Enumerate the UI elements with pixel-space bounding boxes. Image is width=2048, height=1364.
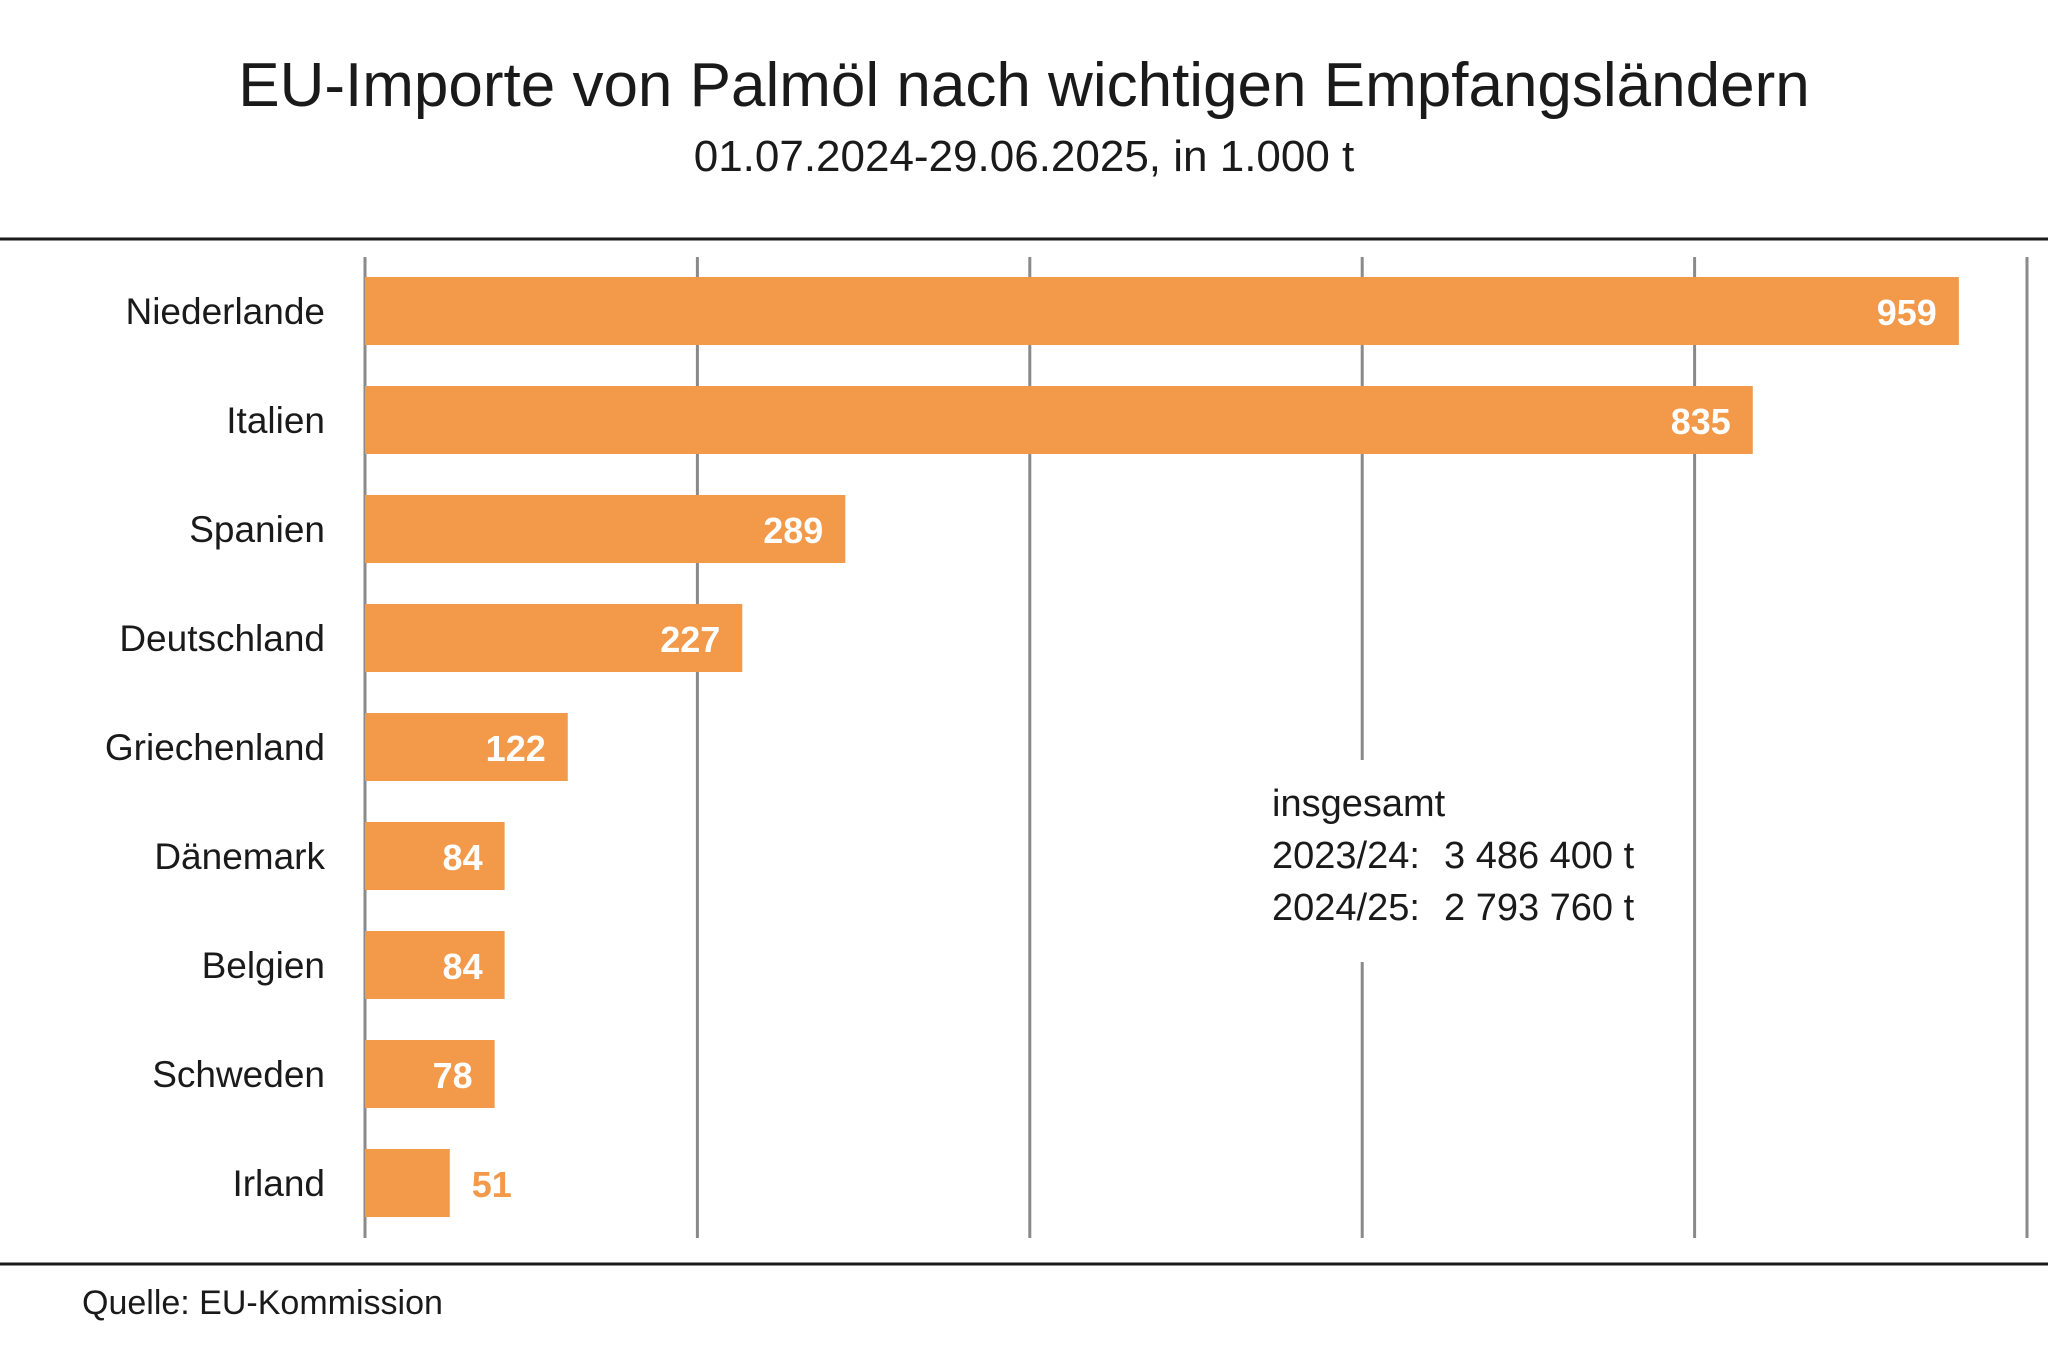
chart-title: EU-Importe von Palmöl nach wichtigen Emp… <box>238 51 1810 120</box>
category-label: Deutschland <box>119 618 325 659</box>
bar <box>365 1149 450 1217</box>
category-label: Griechenland <box>105 727 325 768</box>
category-label: Irland <box>232 1163 325 1204</box>
value-label: 227 <box>660 619 720 660</box>
summary-row-value: 3 486 400 t <box>1444 835 1635 877</box>
bar <box>365 604 743 672</box>
value-label: 84 <box>443 837 483 878</box>
source-note: Quelle: EU-Kommission <box>82 1284 443 1322</box>
bar <box>365 386 1753 454</box>
category-label: Niederlande <box>125 291 325 332</box>
bar <box>365 931 505 999</box>
value-label: 835 <box>1671 401 1731 442</box>
value-label: 289 <box>763 510 823 551</box>
category-label: Schweden <box>152 1054 325 1095</box>
summary-row-label: 2024/25: <box>1272 887 1420 929</box>
summary-row: 2023/24: 3 486 400 t <box>1272 830 1634 882</box>
value-label: 84 <box>443 946 483 987</box>
summary-row-value: 2 793 760 t <box>1444 887 1635 929</box>
bar <box>365 277 1959 345</box>
bar <box>365 1040 495 1108</box>
bar <box>365 822 505 890</box>
value-label: 959 <box>1877 292 1937 333</box>
summary-row-label: 2023/24: <box>1272 835 1420 877</box>
category-label: Spanien <box>189 509 325 550</box>
category-label: Belgien <box>202 945 325 986</box>
value-label: 78 <box>433 1055 473 1096</box>
value-label: 51 <box>472 1164 512 1205</box>
summary-heading: insgesamt <box>1272 783 1446 825</box>
bar <box>365 495 846 563</box>
summary-row: 2024/25: 2 793 760 t <box>1272 882 1634 934</box>
value-label: 122 <box>486 728 546 769</box>
total-summary-box: insgesamt 2023/24: 3 486 400 t 2024/25: 2 … <box>1272 760 1635 962</box>
category-label: Italien <box>226 400 325 441</box>
category-label: Dänemark <box>154 836 325 877</box>
chart-subtitle: 01.07.2024-29.06.2025, in 1.000 t <box>693 132 1355 181</box>
bar <box>365 713 568 781</box>
